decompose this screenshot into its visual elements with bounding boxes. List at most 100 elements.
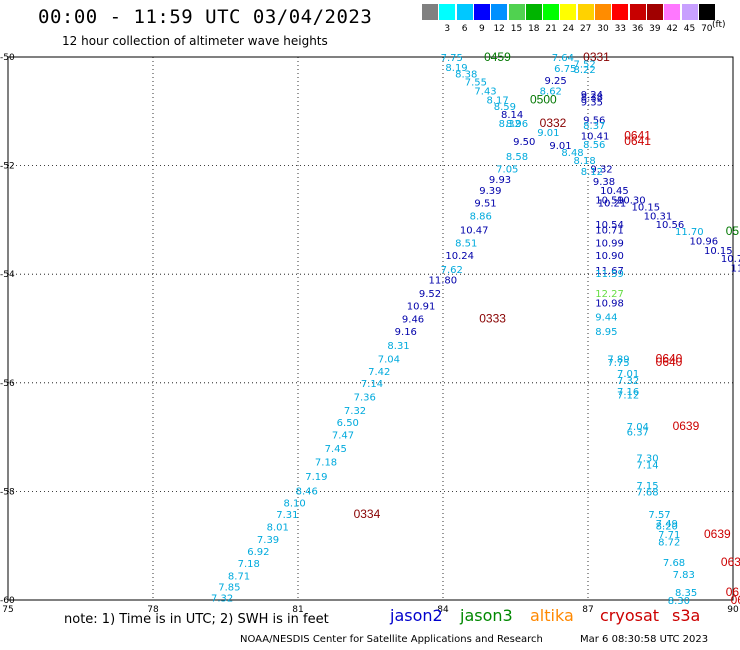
wave-height-label: 8.96	[506, 119, 528, 130]
wave-height-label: 8.37	[583, 121, 605, 132]
wave-height-label: 7.01	[617, 369, 639, 380]
wave-height-label: 9.50	[513, 137, 535, 148]
wave-height-label: 7.18	[238, 559, 260, 570]
wave-height-label: 7.32	[211, 593, 233, 604]
legend-label: 3	[444, 24, 451, 34]
legend-label: 33	[614, 24, 627, 34]
wave-height-label: 8.86	[470, 212, 492, 223]
wave-height-label: 8.58	[506, 152, 528, 163]
wave-height-label: 10.99	[595, 239, 624, 250]
wave-height-label: 7.75	[441, 53, 463, 64]
wave-height-label: 8.12	[581, 167, 603, 178]
lat-tick-label: -50	[0, 53, 15, 63]
legend-label: 6	[461, 24, 468, 34]
wave-height-label: 7.83	[673, 570, 695, 581]
pass-time-label: 0639	[704, 527, 731, 541]
wave-height-label: 8.71	[228, 572, 250, 583]
legend-label: 45	[683, 24, 696, 34]
wave-height-label: 10.7	[721, 254, 740, 265]
wave-height-label: 8.62	[540, 87, 562, 98]
wave-height-label: 7.39	[257, 535, 279, 546]
wave-height-label: 8.48	[561, 148, 583, 159]
wave-height-label: 7.04	[627, 422, 649, 433]
wave-height-label: 11.59	[595, 269, 624, 280]
legend-swatch	[560, 4, 577, 20]
legend-label: 39	[649, 24, 661, 34]
legend-label: 12	[493, 24, 505, 34]
pass-time-label: 0331	[583, 50, 610, 64]
wave-height-label: 8.30	[668, 596, 690, 607]
pass-time-label: 063	[721, 555, 740, 569]
wave-height-label: 8.72	[658, 537, 680, 548]
wave-height-label: 9.38	[593, 177, 615, 188]
wave-height-label: 10.90	[595, 251, 624, 262]
wave-height-label: 8.19	[445, 63, 467, 74]
legend-swatch	[422, 4, 438, 20]
footer-date: Mar 6 08:30:58 UTC 2023	[580, 634, 709, 645]
wave-height-label: 8.35	[675, 588, 697, 599]
wave-height-label: 8.95	[595, 327, 617, 338]
wave-height-label: 6.37	[627, 428, 649, 439]
lon-tick-label: 87	[582, 605, 593, 615]
legend-label: 36	[631, 24, 644, 34]
wave-height-label: 9.32	[590, 164, 612, 175]
wave-height-label: 7.05	[496, 164, 518, 175]
wave-height-label: 10.41	[581, 132, 610, 143]
wave-height-label: 8.56	[583, 140, 605, 151]
pass-time-label: 06	[726, 585, 740, 599]
lon-tick-label: 75	[2, 605, 13, 615]
wave-height-label: 7.47	[332, 430, 354, 441]
satellite-altika: altika	[530, 606, 574, 625]
wave-height-label: 10.56	[656, 220, 685, 231]
wave-height-label: 9.44	[595, 313, 617, 324]
lon-tick-label: 84	[437, 605, 449, 615]
page-title: 00:00 - 11:59 UTC 03/04/2023	[38, 6, 373, 28]
wave-height-label: 9.93	[489, 175, 511, 186]
wave-height-label: 10.59	[595, 195, 624, 206]
pass-time-label: 06	[731, 593, 740, 607]
wave-height-label: 7.36	[354, 392, 376, 403]
wave-height-label: 7.49	[656, 519, 678, 530]
wave-height-label: 7.52	[574, 60, 596, 71]
legend-swatch	[456, 4, 473, 20]
wave-height-label: 7.89	[607, 354, 629, 365]
page-subtitle: 12 hour collection of altimeter wave hei…	[62, 34, 328, 48]
wave-height-label: 8.46	[296, 486, 318, 497]
legend-swatch	[681, 4, 698, 20]
pass-time-label: 0640	[656, 351, 683, 365]
wave-height-label: 7.14	[636, 460, 658, 471]
wave-height-label: 10.21	[598, 199, 627, 210]
wave-height-label: 11	[731, 264, 740, 275]
wave-height-label: 8.01	[267, 523, 289, 534]
wave-height-label: 7.45	[325, 444, 347, 455]
legend-swatch	[698, 4, 715, 20]
legend-swatch	[525, 4, 542, 20]
wave-height-label: 10.47	[460, 226, 489, 237]
wave-height-label: 8.32	[499, 119, 521, 130]
wave-height-label: 6.50	[337, 418, 359, 429]
pass-time-label: 0639	[673, 419, 700, 433]
wave-height-label: 7.68	[636, 487, 658, 498]
wave-height-label: 9.51	[474, 199, 496, 210]
wave-height-label: 12.27	[595, 289, 624, 300]
legend-swatch	[543, 4, 560, 20]
pass-time-label: 0332	[540, 116, 567, 130]
wave-height-label: 10.24	[445, 251, 474, 262]
wave-height-label: 7.04	[378, 354, 400, 365]
legend-swatch	[612, 4, 629, 20]
lat-tick-label: -58	[0, 487, 15, 497]
wave-height-label: 9.52	[419, 289, 441, 300]
lat-tick-label: -54	[0, 270, 15, 280]
legend-label: 15	[510, 24, 523, 34]
wave-height-label: 8.22	[574, 65, 596, 76]
wave-height-label: 7.15	[636, 481, 658, 492]
wave-height-label: 8.18	[574, 156, 596, 167]
pass-time-label: 0640	[656, 355, 683, 369]
wave-height-label: 7.31	[276, 510, 298, 521]
wave-height-label: 9.25	[545, 76, 567, 87]
wave-height-label: 10.71	[595, 226, 624, 237]
wave-height-label: 7.71	[658, 530, 680, 541]
legend-swatch	[664, 4, 681, 20]
legend-swatch	[508, 4, 525, 20]
